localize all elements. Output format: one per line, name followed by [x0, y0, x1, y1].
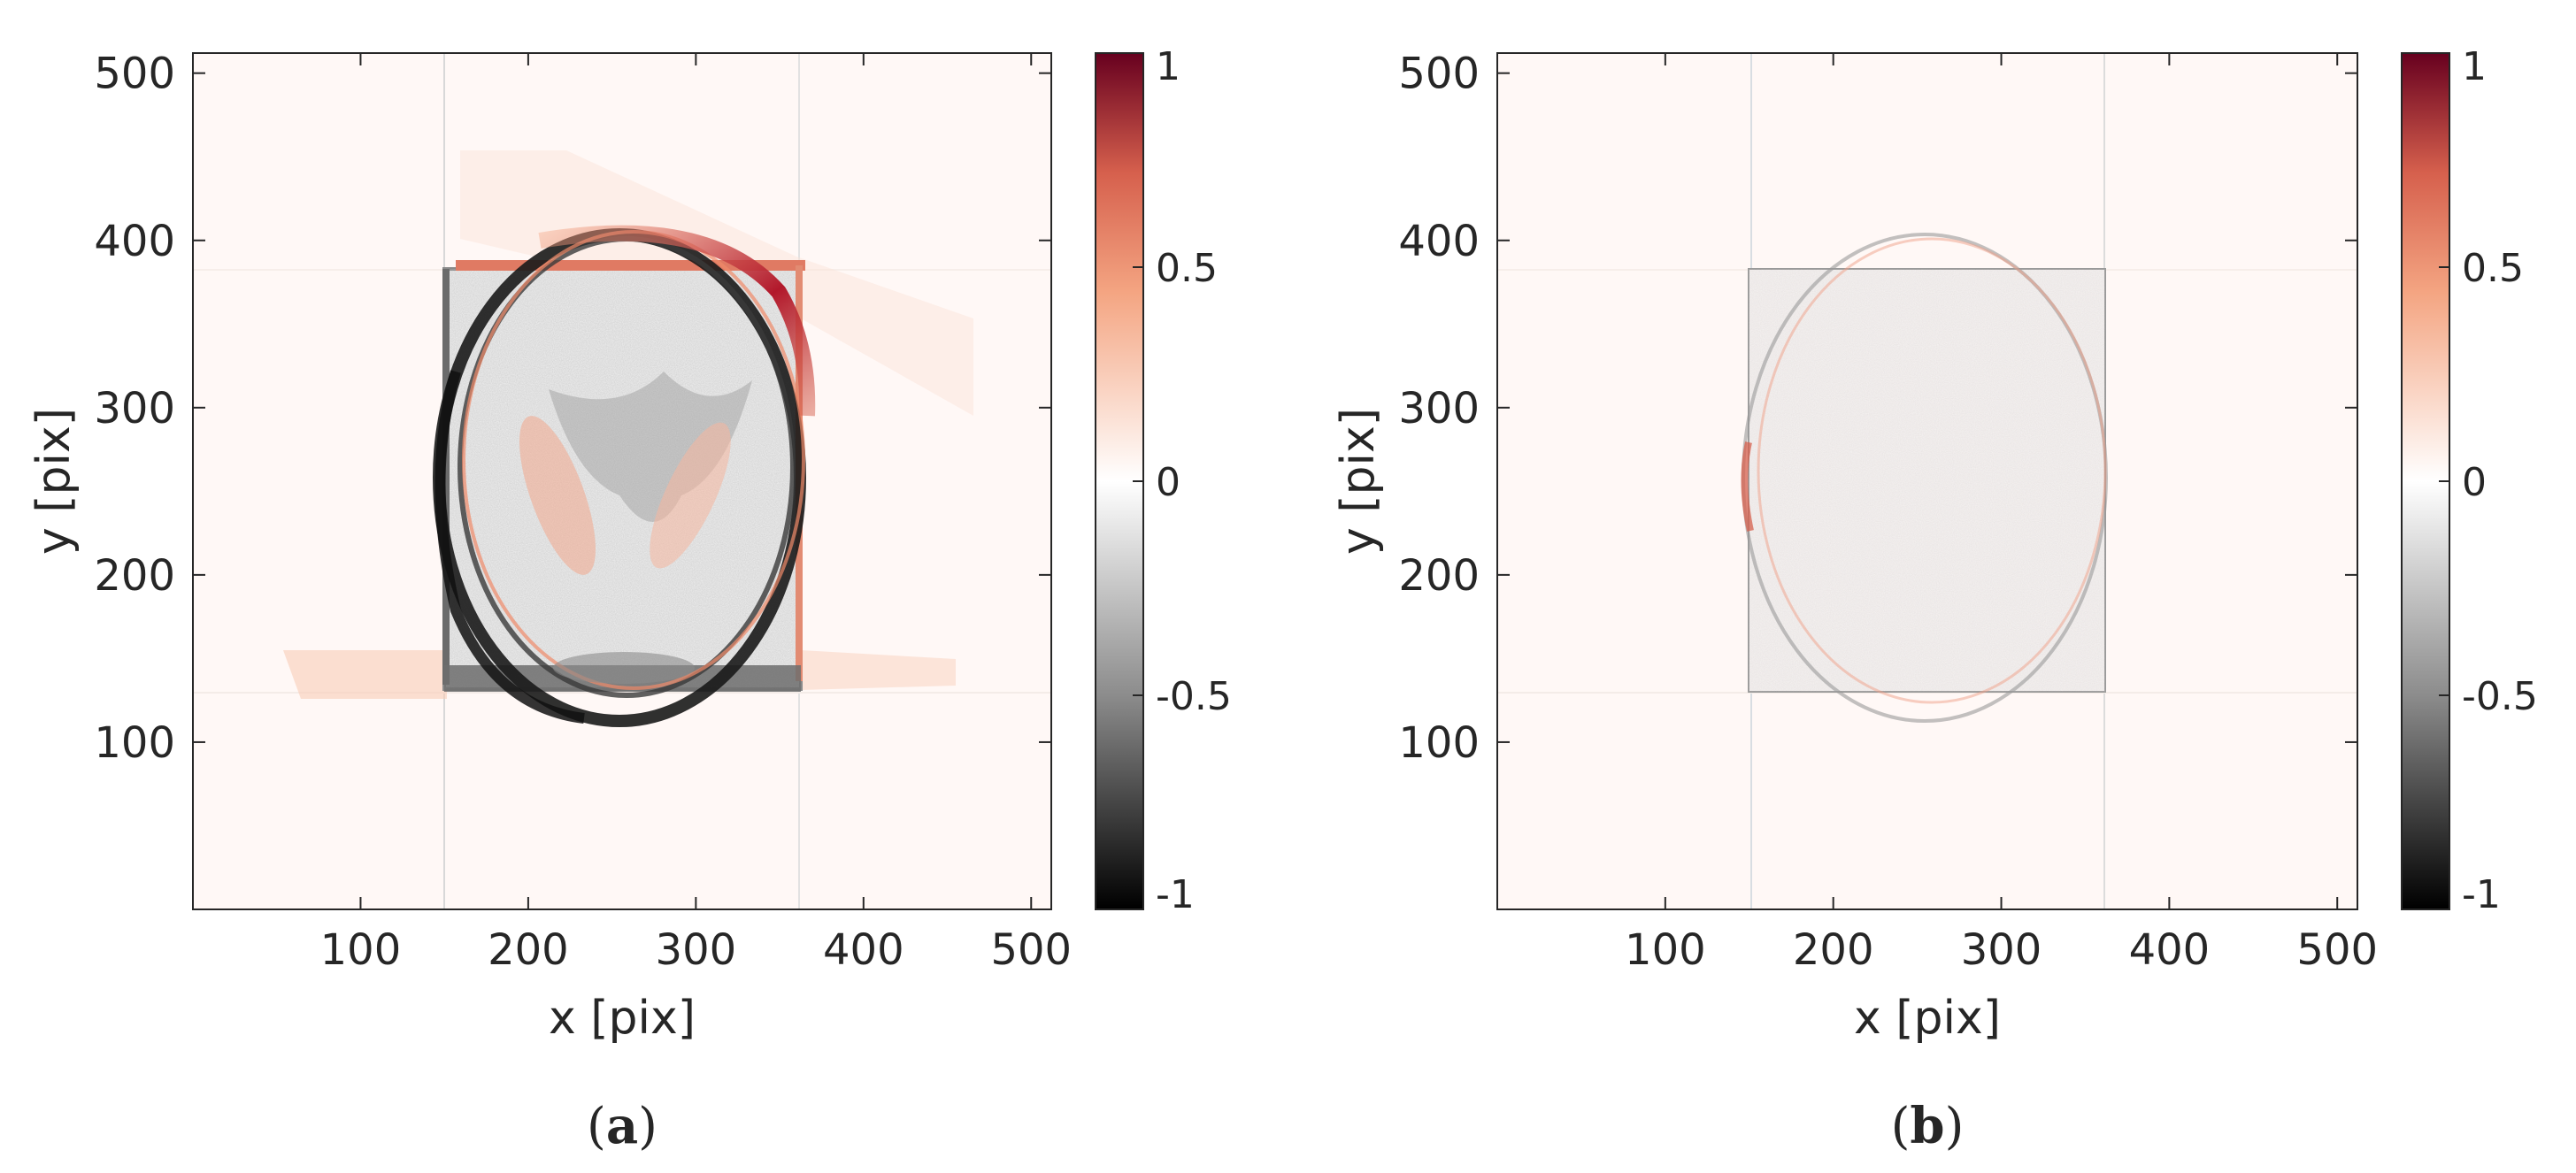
panel-label-b: b [1910, 1097, 1944, 1155]
phantom-a-left-lobe [519, 416, 596, 575]
panel-caption-a: (a) [587, 1097, 657, 1155]
axes-b: 100 200 300 400 500 100 200 300 400 500 [1398, 50, 2378, 975]
artifact-streak-a-lower-right [801, 650, 956, 690]
panel-b: 100 200 300 400 500 100 200 300 400 500 -1 -0.5 0 0.… [1332, 44, 2538, 1155]
xtick-label-a-0: 100 [320, 925, 402, 975]
ellipse-a-red-arc [538, 225, 816, 417]
ylabel-a: y [pix] [27, 408, 81, 555]
xtick-label-a-1: 200 [488, 925, 569, 975]
ytick-label-b-2: 300 [1398, 384, 1480, 433]
colorbar-tick-label-b-1: -0.5 [2462, 674, 2538, 719]
panel-a: 100 200 300 400 500 100 200 300 400 500 -1 -0.5 0 0.… [27, 44, 1232, 1155]
square-b-grain [1749, 269, 2105, 692]
xtick-label-a-3: 400 [823, 925, 904, 975]
xtick-label-a-4: 500 [990, 925, 1072, 975]
colorbar-tick-label-a-2: 0 [1156, 460, 1180, 505]
artifact-streak-a-lower [283, 650, 447, 699]
xlabel-b: x [pix] [1854, 992, 2001, 1045]
ellipse-b-red-ring [1757, 237, 2107, 704]
colorbar-tick-label-a-1: -0.5 [1156, 674, 1232, 719]
panel-caption-b: (b) [1891, 1097, 1965, 1155]
colorbar-tick-label-a-3: 0.5 [1156, 246, 1218, 291]
xtick-label-b-3: 400 [2129, 925, 2211, 975]
colorbar-tick-label-b-3: 0.5 [2462, 246, 2524, 291]
square-a-left-edge [442, 269, 450, 685]
plot-frame-a [192, 52, 1052, 910]
phantom-a-right-lobe [650, 422, 731, 569]
phantom-a-inner-upper [549, 372, 752, 522]
xtick-label-b-4: 500 [2296, 925, 2378, 975]
ellipse-b-red-edge [1741, 441, 1754, 532]
plot-frame-b [1496, 52, 2358, 910]
panel-label-a: a [606, 1097, 638, 1155]
phantom-a-bottom [553, 652, 695, 684]
ytick-label-b-4: 500 [1398, 50, 1480, 99]
colorbar-tick-label-b-4: 1 [2462, 44, 2487, 89]
colorbar-tick-label-b-0: -1 [2462, 872, 2501, 917]
ylabel-b: y [pix] [1332, 408, 1385, 555]
ytick-label-a-0: 100 [94, 718, 175, 768]
colorbar-ticks-b: -1 -0.5 0 0.5 1 [2439, 44, 2538, 917]
ytick-label-a-4: 500 [94, 50, 175, 99]
axes-a: 100 200 300 400 500 100 200 300 400 500 [94, 50, 1072, 975]
colorbar-tick-label-b-2: 0 [2462, 460, 2487, 505]
ellipse-a-dark-arc-left [434, 370, 585, 724]
xtick-label-a-2: 300 [656, 925, 737, 975]
ytick-label-b-0: 100 [1398, 718, 1480, 768]
xtick-label-b-2: 300 [1961, 925, 2042, 975]
ytick-label-a-2: 300 [94, 384, 175, 433]
xtick-label-b-1: 200 [1793, 925, 1874, 975]
xlabel-a: x [pix] [549, 992, 696, 1045]
ytick-label-b-3: 400 [1398, 217, 1480, 266]
ytick-label-a-1: 200 [94, 551, 175, 601]
ytick-label-a-3: 400 [94, 217, 175, 266]
colorbar-ticks-a: -1 -0.5 0 0.5 1 [1133, 44, 1232, 917]
ytick-label-b-1: 200 [1398, 551, 1480, 601]
colorbar-tick-label-a-4: 1 [1156, 44, 1180, 89]
colorbar-tick-label-a-0: -1 [1156, 872, 1195, 917]
xtick-label-b-0: 100 [1625, 925, 1706, 975]
